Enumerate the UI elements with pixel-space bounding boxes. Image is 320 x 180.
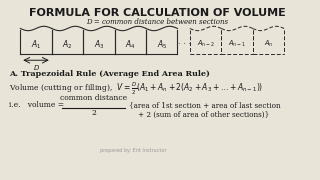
Text: $A_n$: $A_n$ [264,39,273,50]
Text: 2: 2 [91,109,96,117]
Text: $A_3$: $A_3$ [93,38,104,51]
Text: + 2 (sum of area of other sections)}: + 2 (sum of area of other sections)} [139,111,270,119]
Text: Volume (cutting or filling),  $V = \frac{D}{2}\left(A_1 + A_n + 2\left(A_2 + A_3: Volume (cutting or filling), $V = \frac{… [9,81,263,97]
Text: $A_{n-1}$: $A_{n-1}$ [228,39,246,50]
Text: · · ·: · · · [178,40,191,49]
Text: D = common distance between sections: D = common distance between sections [86,18,228,26]
Text: common distance: common distance [60,94,127,102]
Text: prepared by: Ent Instructor: prepared by: Ent Instructor [100,148,167,153]
Text: {area of 1st section + area of last section: {area of 1st section + area of last sect… [129,101,281,109]
Text: $A_{n-2}$: $A_{n-2}$ [196,39,215,50]
Text: i.e.   volume =: i.e. volume = [9,101,66,109]
Text: $A_5$: $A_5$ [156,38,167,51]
Text: $A_4$: $A_4$ [125,38,136,51]
Text: $A_2$: $A_2$ [62,38,73,51]
Text: D: D [33,65,39,71]
Text: A. Trapezoidal Rule (Average End Area Rule): A. Trapezoidal Rule (Average End Area Ru… [9,70,210,78]
Text: $A_1$: $A_1$ [31,38,41,51]
Text: FORMULA FOR CALCULATION OF VOLUME: FORMULA FOR CALCULATION OF VOLUME [29,8,286,18]
